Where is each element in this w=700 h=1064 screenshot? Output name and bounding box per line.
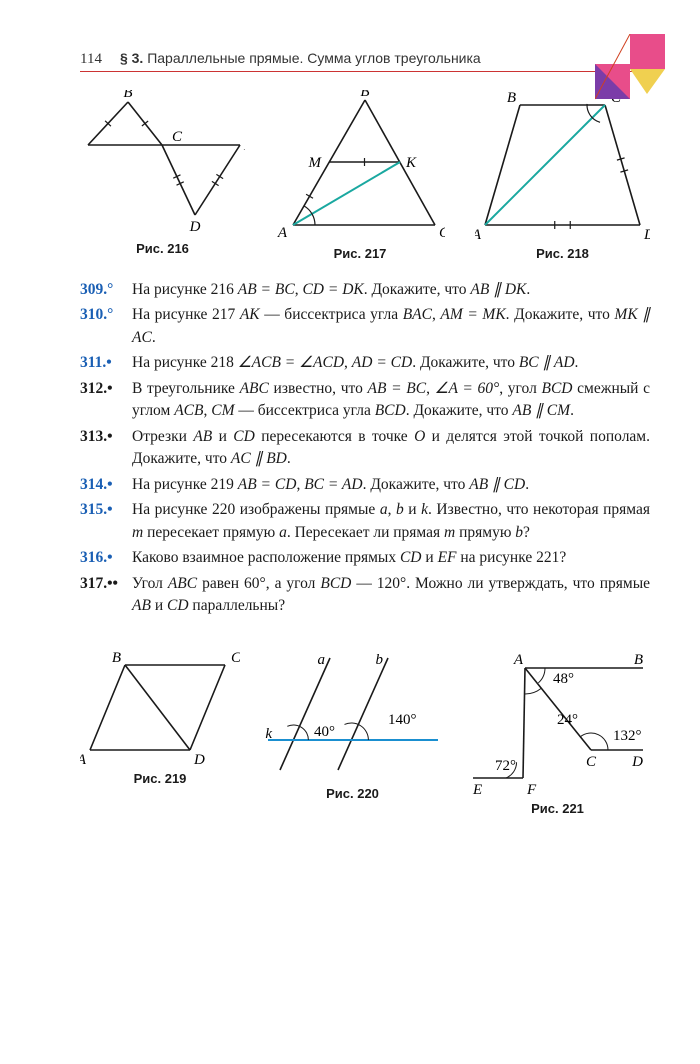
svg-text:B: B: [123, 90, 132, 101]
svg-text:F: F: [526, 782, 537, 795]
figures-bottom-row: A D B C Рис. 219 a b k 40° 140° Рис. 220 A B C D E F…: [80, 650, 650, 816]
problem-number: 315.•: [80, 499, 124, 544]
fig220-caption: Рис. 220: [326, 786, 379, 801]
svg-text:C: C: [586, 754, 597, 770]
problem-text: В треугольнике ABC известно, что AB = BC…: [132, 378, 650, 423]
problem: 317.••Угол ABC равен 60°, а угол BCD — 1…: [80, 573, 650, 618]
svg-text:C: C: [439, 225, 445, 240]
problem-text: На рисунке 218 ∠ACB = ∠ACD, AD = CD. Док…: [132, 352, 650, 374]
problem: 315.•На рисунке 220 изображены прямые a,…: [80, 499, 650, 544]
problem: 309.° На рисунке 216 AB = BC, CD = DK. До…: [80, 279, 650, 301]
problem: 310.°На рисунке 217 AK — биссектриса угл…: [80, 304, 650, 349]
problem-number: 313.•: [80, 426, 124, 471]
problem-text: Каково взаимное расположение прямых CD и…: [132, 547, 650, 569]
problem-list: 309.° На рисунке 216 AB = BC, CD = DK. До…: [80, 279, 650, 618]
figure-220: a b k 40° 140° Рис. 220: [260, 650, 445, 816]
svg-text:D: D: [643, 227, 650, 240]
fig219-svg: A D B C: [80, 650, 240, 765]
fig217-caption: Рис. 217: [334, 246, 387, 261]
svg-text:D: D: [193, 752, 205, 765]
svg-text:B: B: [112, 650, 121, 666]
problem: 316.• Каково взаимное расположение прямых…: [80, 547, 650, 569]
svg-text:C: C: [172, 129, 183, 145]
problem: 313.•Отрезки AB и CD пересекаются в точк…: [80, 426, 650, 471]
fig219-caption: Рис. 219: [134, 771, 187, 786]
problem-text: На рисунке 219 AB = CD, BC = AD. Докажит…: [132, 474, 650, 496]
svg-text:A: A: [80, 138, 81, 154]
svg-text:b: b: [376, 652, 384, 668]
figure-221: A B C D E F 48° 24° 132° 72° Рис. 221: [465, 650, 650, 816]
figure-217: A B C M K Рис. 217: [275, 90, 445, 261]
problem-number: 309.°: [80, 279, 124, 301]
svg-text:A: A: [513, 652, 524, 668]
figure-216: A B C D K Рис. 216: [80, 90, 245, 261]
fig218-svg: ADBC: [475, 90, 650, 240]
problem-number: 314.•: [80, 474, 124, 496]
fig216-svg: A B C D K: [80, 90, 245, 235]
problem: 314.• На рисунке 219 AB = CD, BC = AD. До…: [80, 474, 650, 496]
problem: 312.•В треугольнике ABC известно, что AB…: [80, 378, 650, 423]
problem-number: 317.••: [80, 573, 124, 618]
svg-text:A: A: [475, 227, 482, 240]
problem-text: На рисунке 217 AK — биссектриса угла BAC…: [132, 304, 650, 349]
page-decoration: [595, 34, 665, 104]
problem-text: Отрезки AB и CD пересекаются в точке O и…: [132, 426, 650, 471]
svg-text:k: k: [265, 726, 272, 742]
svg-text:A: A: [277, 225, 288, 240]
fig221-caption: Рис. 221: [531, 801, 584, 816]
svg-text:K: K: [405, 155, 417, 171]
svg-text:72°: 72°: [495, 758, 516, 774]
svg-text:B: B: [634, 652, 643, 668]
page-number: 114: [80, 51, 102, 68]
svg-text:B: B: [507, 90, 516, 106]
figures-top-row: A B C D K Рис. 216 A B C M K Рис. 217 A D B C Рис. …: [80, 90, 650, 261]
problem-number: 312.•: [80, 378, 124, 423]
page-body: 114 § 3. Параллельные прямые. Сумма угло…: [0, 0, 700, 864]
svg-text:D: D: [189, 219, 201, 235]
figure-219: A D B C Рис. 219: [80, 650, 240, 816]
svg-text:24°: 24°: [557, 712, 578, 728]
svg-text:132°: 132°: [613, 728, 642, 744]
svg-text:48°: 48°: [553, 671, 574, 687]
problem-text: Угол ABC равен 60°, а угол BCD — 120°. М…: [132, 573, 650, 618]
fig216-caption: Рис. 216: [136, 241, 189, 256]
svg-text:B: B: [360, 90, 369, 100]
svg-text:40°: 40°: [314, 724, 335, 740]
problem-number: 311.•: [80, 352, 124, 374]
svg-text:E: E: [472, 782, 482, 795]
figure-218: ADBC Рис. 218: [475, 90, 650, 261]
svg-text:A: A: [80, 752, 87, 765]
svg-text:K: K: [243, 138, 245, 154]
svg-text:C: C: [231, 650, 240, 666]
fig220-svg: a b k 40° 140°: [260, 650, 445, 780]
fig218-caption: Рис. 218: [536, 246, 589, 261]
svg-text:D: D: [631, 754, 643, 770]
fig221-svg: A B C D E F 48° 24° 132° 72°: [465, 650, 650, 795]
problem-text: На рисунке 216 AB = BC, CD = DK. Докажит…: [132, 279, 650, 301]
fig217-svg: A B C M K: [275, 90, 445, 240]
problem: 311.• На рисунке 218 ∠ACB = ∠ACD, AD = CD…: [80, 352, 650, 374]
page-header: 114 § 3. Параллельные прямые. Сумма угло…: [80, 50, 650, 72]
problem-number: 310.°: [80, 304, 124, 349]
chapter-heading: § 3. Параллельные прямые. Сумма углов тр…: [120, 50, 481, 66]
svg-text:140°: 140°: [388, 712, 417, 728]
svg-text:a: a: [318, 652, 326, 668]
problem-number: 316.•: [80, 547, 124, 569]
problem-text: На рисунке 220 изображены прямые a, b и …: [132, 499, 650, 544]
svg-text:M: M: [308, 155, 323, 171]
